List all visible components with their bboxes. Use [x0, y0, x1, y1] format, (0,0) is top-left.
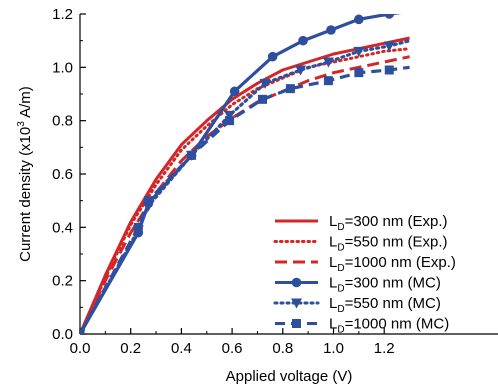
data-point: [224, 110, 236, 121]
legend-label: LD=1000 nm (Exp.): [329, 254, 456, 274]
chart-axes: 0.0 0.2 0.4 0.6 0.8 1.0 1.2 0.0 0.2 0.4 0.6 0.8 1.0 1…: [52, 6, 498, 357]
data-point: [353, 46, 365, 57]
data-point: [143, 196, 153, 206]
legend: LD=300 nm (Exp.)LD=550 nm (Exp.)LD=1000 …: [273, 213, 456, 336]
data-point: [295, 65, 307, 76]
data-point: [298, 35, 308, 46]
data-point: [285, 84, 295, 94]
data-point: [322, 57, 334, 68]
series-line: [80, 36, 410, 334]
y-axis-title-suffix: A/m): [17, 86, 34, 121]
data-point: [291, 277, 302, 288]
data-point: [229, 86, 240, 97]
y-axis-title-prefix: Current density (x10: [17, 127, 34, 262]
y-tick-label: 1.0: [52, 59, 73, 76]
legend-label: LD=550 nm (MC): [329, 295, 441, 315]
data-point: [225, 116, 235, 126]
y-tick-label: 1.2: [52, 6, 73, 23]
data-point: [354, 68, 364, 78]
y-tick-label: 0.4: [52, 219, 73, 236]
x-tick-label: 1.0: [323, 340, 344, 357]
data-point: [383, 41, 395, 52]
data-point: [384, 65, 394, 75]
x-tick-label: 0.4: [171, 340, 192, 357]
legend-label: LD=1000 nm (MC): [329, 316, 449, 336]
x-tick-label: 1.2: [374, 340, 395, 357]
data-point: [292, 319, 301, 328]
legend-label: LD=550 nm (Exp.): [329, 234, 448, 254]
series-line: [80, 65, 410, 334]
data-point: [259, 78, 271, 89]
data-point: [267, 51, 278, 62]
data-point: [326, 25, 336, 35]
y-tick-label: 0.8: [52, 113, 73, 130]
legend-label: LD=300 nm (Exp.): [329, 213, 448, 233]
data-point: [354, 14, 364, 25]
data-point: [291, 298, 302, 309]
data-point: [80, 329, 85, 334]
data-point: [384, 14, 395, 19]
x-tick-label: 0.0: [70, 340, 91, 357]
data-point: [258, 94, 268, 104]
y-tick-label: 0.2: [52, 273, 73, 290]
data-point: [187, 150, 197, 160]
series-line: [80, 47, 412, 334]
data-markers: [80, 14, 395, 334]
x-tick-label: 0.6: [222, 340, 243, 357]
x-tick-label: 0.8: [272, 340, 293, 357]
y-tick-label: 0.0: [52, 326, 73, 343]
x-axis-title: Applied voltage (V): [226, 368, 353, 385]
legend-label: LD=300 nm (MC): [329, 275, 441, 295]
y-axis-title: Current density (x103 A/m): [16, 86, 34, 262]
data-point: [323, 76, 333, 86]
x-tick-label: 0.2: [120, 340, 141, 357]
y-tick-label: 0.6: [52, 166, 73, 183]
data-point: [133, 222, 143, 232]
y-axis-title-exponent: 3: [16, 121, 27, 127]
